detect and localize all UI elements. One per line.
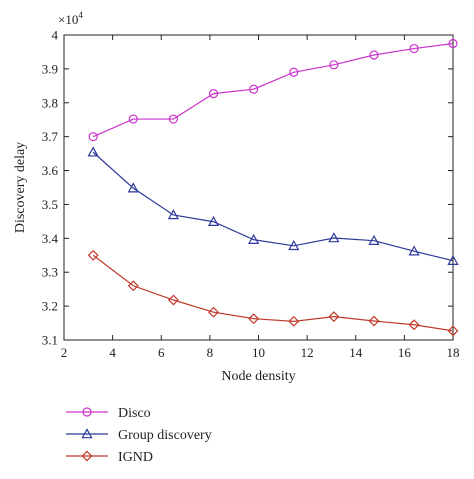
plot-frame [63, 34, 454, 341]
y-tick-label: 3.4 [42, 231, 59, 246]
data-point-disco [249, 84, 259, 94]
data-point-ignd [288, 315, 300, 327]
legend-label-disco: Disco [118, 406, 151, 421]
data-point-ignd [127, 280, 139, 292]
y-tick-label: 3.5 [42, 197, 58, 212]
plot-area [63, 34, 454, 341]
y-multiplier-label: ×104 [58, 10, 83, 27]
data-point-disco [88, 132, 98, 142]
y-tick-label: 3.9 [42, 61, 58, 76]
data-point-ignd [87, 249, 99, 261]
data-point-disco [208, 89, 219, 99]
data-point-ignd [408, 319, 420, 331]
x-tick-label: 10 [252, 345, 265, 360]
legend-marker-ignd [81, 450, 93, 462]
series-line-disco [92, 42, 454, 138]
legend-item-disco: Disco [66, 406, 151, 421]
data-point-group-discovery [207, 215, 220, 227]
axes: 2 4 6 8 10 12 14 16 18 3.1 3.2 3.3 3.4 3.5 3.6 3.7 3.8 3.… [13, 10, 460, 384]
data-point-disco [168, 114, 179, 124]
y-tick-label: 3.6 [42, 163, 59, 178]
legend-item-ignd: IGND [66, 450, 153, 465]
data-point-group-discovery [288, 239, 300, 251]
data-point-disco [289, 67, 299, 77]
data-point-disco [448, 38, 458, 49]
legend: Disco Group discovery IGND [66, 406, 212, 465]
y-axis-label: Discovery delay [13, 142, 28, 233]
x-tick-label: 6 [158, 345, 165, 360]
legend-item-group-discovery: Group discovery [66, 428, 212, 443]
x-tick-label: 8 [207, 345, 214, 360]
data-point-disco [329, 60, 339, 70]
data-point-group-discovery [368, 234, 380, 245]
x-tick-label: 12 [301, 345, 314, 360]
x-tick-label: 4 [109, 345, 116, 360]
y-tick-label: 4 [52, 28, 59, 43]
x-axis-label: Node density [221, 369, 295, 384]
data-point-ignd [328, 311, 340, 323]
x-tick-label: 14 [349, 345, 363, 360]
legend-label-ignd: IGND [118, 450, 153, 465]
series-line-group-discovery [92, 151, 454, 262]
y-tick-label: 3.8 [42, 95, 58, 110]
data-point-group-discovery [248, 233, 260, 244]
x-tick-label: 2 [61, 345, 68, 360]
series-group [87, 38, 459, 337]
x-tick-label: 18 [447, 345, 460, 360]
series-disco [88, 38, 458, 142]
data-point-ignd [167, 294, 179, 306]
data-point-ignd [368, 315, 380, 327]
data-point-ignd [248, 313, 260, 325]
y-tick-label: 3.1 [42, 333, 58, 348]
series-line-ignd [92, 254, 454, 332]
y-tick-label: 3.7 [42, 129, 59, 144]
data-point-group-discovery [167, 209, 180, 220]
data-point-ignd [208, 306, 219, 318]
y-multiplier-exponent: 4 [78, 10, 83, 20]
series-group-discovery [87, 146, 459, 265]
data-point-disco [369, 50, 379, 60]
data-point-group-discovery [328, 232, 340, 243]
y-tick-label: 3.3 [42, 265, 58, 280]
data-point-group-discovery [408, 245, 420, 256]
x-tick-label: 16 [398, 345, 412, 360]
data-point-group-discovery [127, 182, 139, 193]
data-point-group-discovery [447, 254, 459, 265]
data-point-group-discovery [87, 146, 99, 157]
legend-marker-group-discovery [81, 428, 93, 439]
legend-marker-disco [82, 407, 92, 417]
series-ignd [87, 249, 459, 337]
data-point-disco [128, 114, 138, 124]
data-point-disco [409, 43, 419, 54]
y-tick-label: 3.2 [42, 299, 58, 314]
legend-label-group-discovery: Group discovery [118, 428, 212, 443]
data-point-ignd [447, 325, 459, 337]
